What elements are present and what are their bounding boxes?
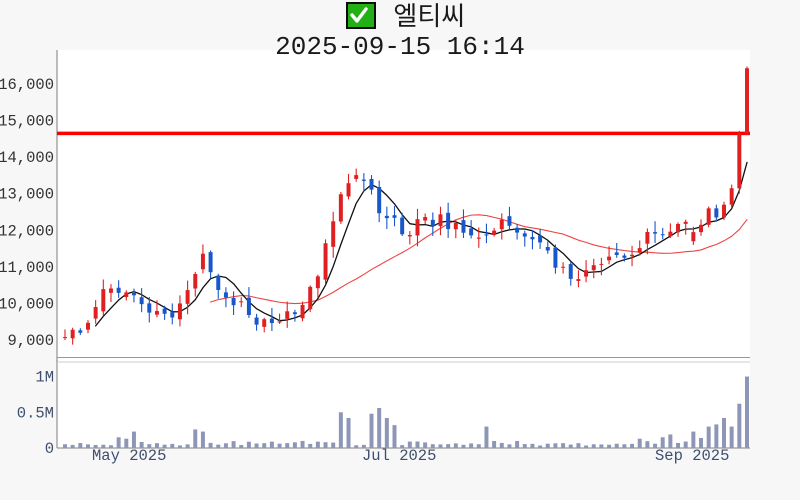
svg-text:14,000: 14,000 [0, 149, 54, 167]
svg-text:0: 0 [45, 440, 54, 458]
svg-text:0.5M: 0.5M [17, 404, 54, 422]
svg-text:1M: 1M [35, 369, 54, 387]
svg-text:16,000: 16,000 [0, 76, 54, 94]
svg-text:10,000: 10,000 [0, 295, 54, 313]
svg-text:May 2025: May 2025 [92, 447, 166, 465]
svg-text:12,000: 12,000 [0, 222, 54, 240]
svg-text:Jul 2025: Jul 2025 [362, 447, 436, 465]
svg-text:13,000: 13,000 [0, 186, 54, 204]
svg-text:Sep 2025: Sep 2025 [655, 447, 729, 465]
svg-text:15,000: 15,000 [0, 113, 54, 131]
svg-text:11,000: 11,000 [0, 259, 54, 277]
svg-text:9,000: 9,000 [7, 332, 54, 350]
